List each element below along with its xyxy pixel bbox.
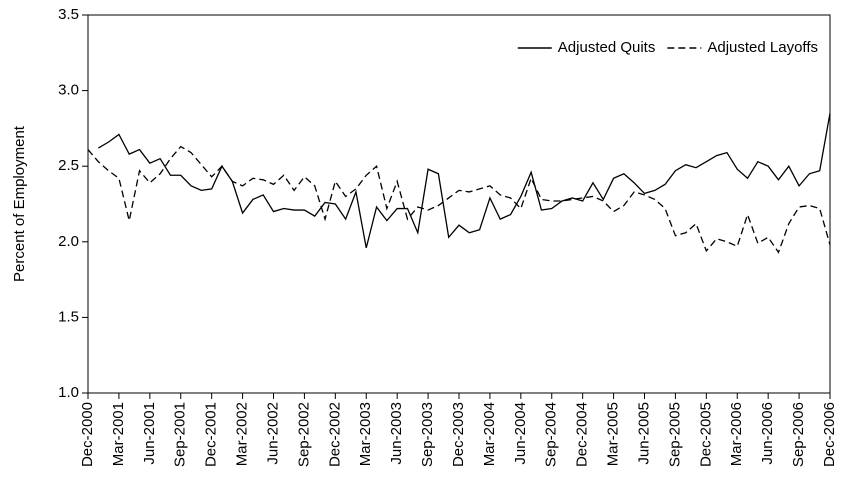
x-tick-label: Jun-2002	[264, 402, 281, 465]
x-tick-label: Dec-2004	[574, 402, 591, 467]
series-line	[87, 145, 831, 254]
x-tick-label: Sep-2001	[172, 402, 189, 467]
x-tick-label: Mar-2002	[234, 402, 251, 466]
x-tick-label: Jun-2005	[635, 402, 652, 465]
x-tick-label: Mar-2006	[728, 402, 745, 466]
x-tick-label: Mar-2005	[605, 402, 622, 466]
x-tick-label: Dec-2001	[203, 402, 220, 467]
series-line	[97, 113, 831, 249]
x-tick-label: Dec-2003	[450, 402, 467, 467]
x-tick-label: Mar-2004	[481, 402, 498, 466]
x-tick-label: Sep-2002	[295, 402, 312, 467]
y-tick-label: 1.5	[58, 308, 79, 325]
y-axis-label: Percent of Employment	[11, 125, 28, 282]
x-tick-label: Sep-2004	[543, 402, 560, 467]
x-tick-label: Sep-2005	[666, 402, 683, 467]
x-tick-label: Jun-2001	[141, 402, 158, 465]
x-tick-label: Mar-2001	[110, 402, 127, 466]
legend-label: Adjusted Layoffs	[707, 39, 818, 56]
x-tick-label: Jun-2006	[759, 402, 776, 465]
x-tick-label: Dec-2005	[697, 402, 714, 467]
x-tick-label: Dec-2000	[79, 402, 96, 467]
plot-frame	[87, 14, 831, 394]
legend-label: Adjusted Quits	[558, 39, 656, 56]
y-tick-label: 2.5	[58, 157, 79, 174]
x-tick-label: Dec-2002	[326, 402, 343, 467]
y-tick-label: 2.0	[58, 233, 79, 250]
x-tick-label: Jun-2003	[388, 402, 405, 465]
x-tick-label: Dec-2006	[821, 402, 838, 467]
y-tick-label: 1.0	[58, 384, 79, 401]
y-tick-label: 3.5	[58, 6, 79, 23]
x-tick-label: Jun-2004	[512, 402, 529, 465]
x-tick-label: Mar-2003	[357, 402, 374, 466]
y-tick-label: 3.0	[58, 82, 79, 99]
x-tick-label: Sep-2006	[790, 402, 807, 467]
x-tick-label: Sep-2003	[419, 402, 436, 467]
